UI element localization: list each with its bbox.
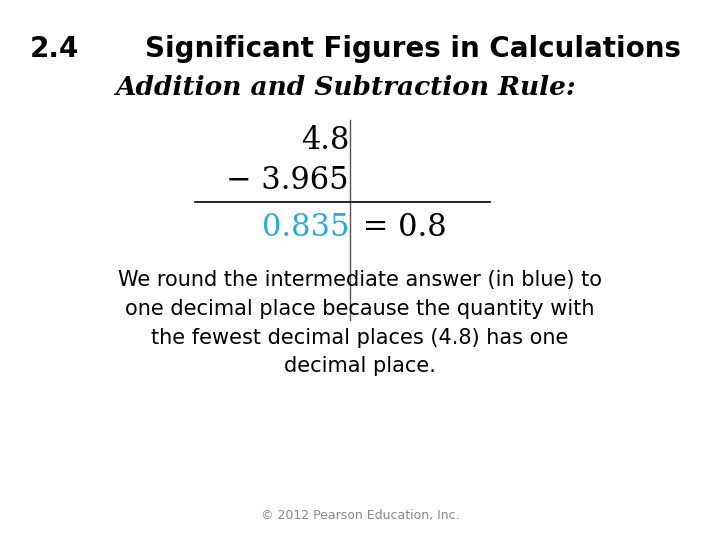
Text: 0.835: 0.835 [261, 212, 349, 243]
Text: − 3.965: − 3.965 [226, 165, 349, 196]
Text: © 2012 Pearson Education, Inc.: © 2012 Pearson Education, Inc. [261, 509, 459, 522]
Text: 2.4: 2.4 [30, 35, 79, 63]
Text: Significant Figures in Calculations: Significant Figures in Calculations [145, 35, 681, 63]
Text: 4.8: 4.8 [301, 125, 349, 156]
Text: = 0.8: = 0.8 [353, 212, 446, 243]
Text: Addition and Subtraction Rule:: Addition and Subtraction Rule: [115, 75, 575, 100]
Text: We round the intermediate answer (in blue) to
one decimal place because the quan: We round the intermediate answer (in blu… [118, 270, 602, 376]
